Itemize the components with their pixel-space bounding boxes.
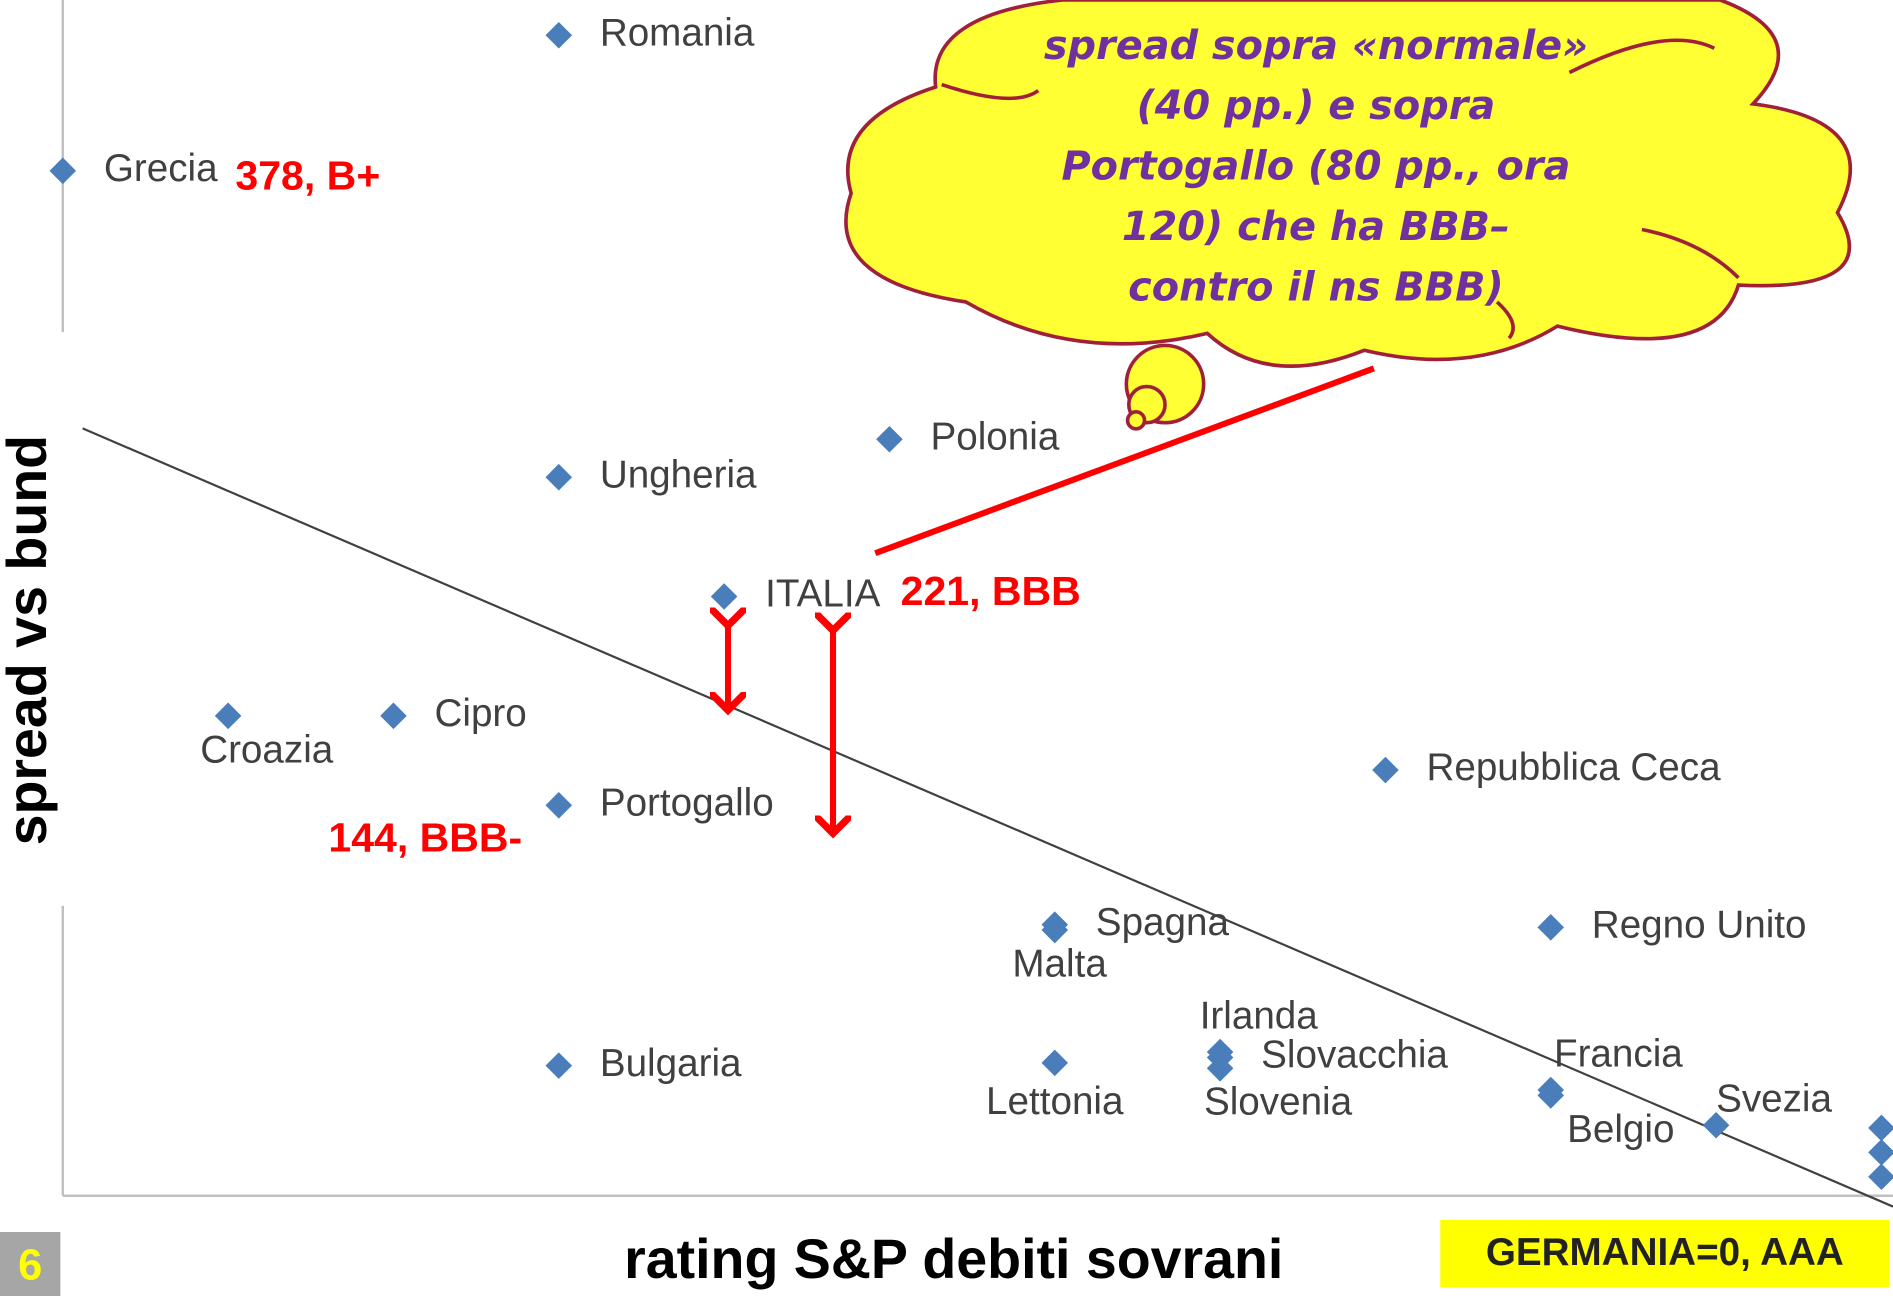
point-label: Polonia — [930, 415, 1059, 458]
point-label: Slovacchia — [1261, 1034, 1448, 1077]
point-label: Francia — [1554, 1032, 1683, 1075]
point — [1868, 1163, 1893, 1190]
cloud-text: Portogallo (80 pp., ora — [1061, 144, 1570, 190]
point — [545, 1052, 572, 1079]
point — [1868, 1115, 1893, 1142]
point-label: ITALIA — [765, 573, 880, 616]
point-label: Ungheria — [600, 453, 757, 496]
point — [711, 583, 738, 610]
point-label: Irlanda — [1200, 994, 1319, 1037]
point — [1537, 914, 1564, 941]
point — [49, 158, 76, 185]
note-text: GERMANIA=0, AAA — [1486, 1231, 1844, 1274]
cloud-text: 120) che ha BBB– — [1122, 204, 1510, 250]
point-label: Repubblica Ceca — [1426, 746, 1721, 789]
annotation: 378, B+ — [235, 153, 380, 199]
annotation: 144, BBB- — [328, 814, 522, 860]
point — [545, 22, 572, 49]
point-label: Malta — [1012, 942, 1107, 985]
point-label: Svezia — [1716, 1077, 1832, 1120]
chart: Romania Grecia Polonia Ungheria ITALIA Croazi… — [0, 0, 1893, 1296]
point — [1868, 1139, 1893, 1166]
point — [545, 792, 572, 819]
cloud-text: spread sopra «normale» — [1044, 23, 1588, 69]
point — [1372, 757, 1399, 784]
point — [545, 464, 572, 491]
point — [380, 703, 407, 730]
pointer-line — [875, 368, 1374, 553]
point-label: Slovenia — [1204, 1081, 1353, 1124]
cloud-text: contro il ns BBB) — [1128, 264, 1504, 310]
point-label: Croazia — [200, 728, 334, 771]
point-label: Bulgaria — [600, 1042, 742, 1085]
x-axis-title: rating S&P debiti sovrani — [624, 1228, 1283, 1290]
point — [215, 703, 242, 730]
point — [876, 426, 903, 453]
point-label: Belgio — [1567, 1108, 1674, 1151]
y-axis-title: spread vs bund — [0, 435, 58, 846]
point-label: Portogallo — [600, 781, 774, 824]
point — [1041, 1050, 1068, 1077]
point-label: Lettonia — [986, 1080, 1124, 1123]
point-label: Spagna — [1096, 901, 1230, 944]
point-label: Cipro — [434, 692, 526, 735]
point-label: Regno Unito — [1592, 904, 1807, 947]
cloud-text: (40 pp.) e sopra — [1137, 83, 1496, 129]
annotation: 221, BBB — [901, 568, 1081, 614]
point-label: Grecia — [104, 147, 218, 190]
point-label: Romania — [600, 11, 755, 54]
page-number: 6 — [18, 1242, 42, 1290]
thought-bubble — [1128, 412, 1145, 429]
